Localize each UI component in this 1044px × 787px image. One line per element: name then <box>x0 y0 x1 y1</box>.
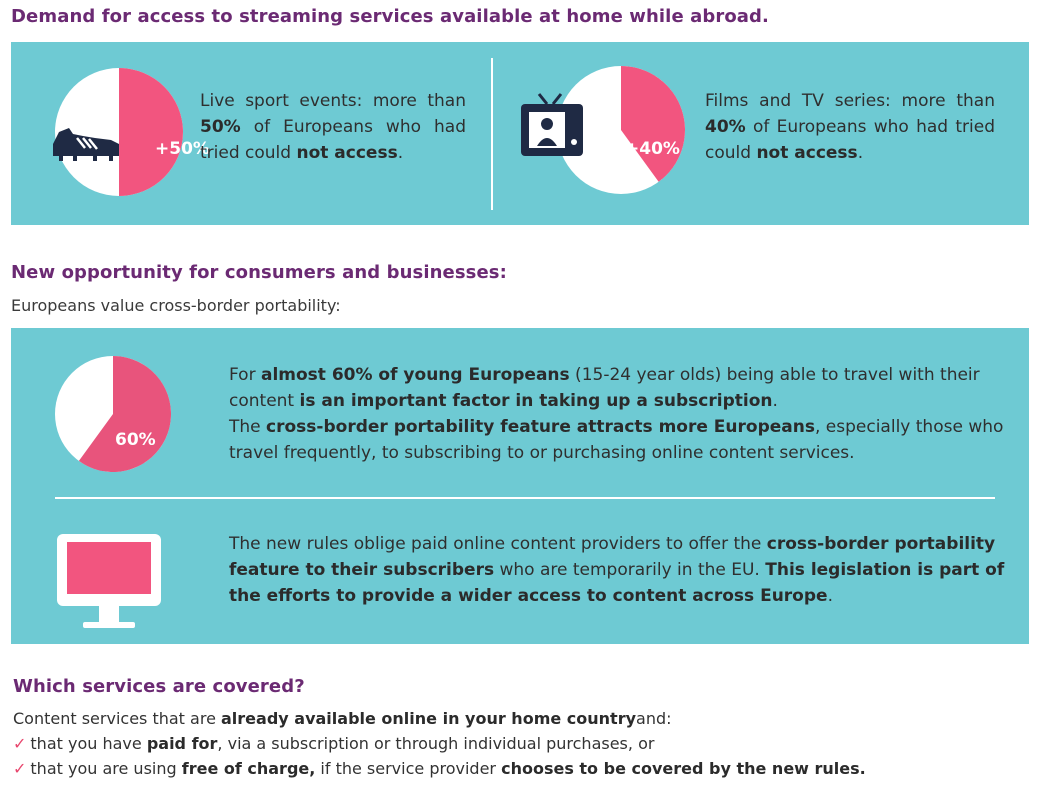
rules-text: The new rules oblige paid online content… <box>229 534 1005 606</box>
list-item: ✓ that you are using free of charge, if t… <box>13 759 866 778</box>
opportunity-panel: 60% For almost 60% of young Europeans (1… <box>11 328 1029 644</box>
films-badge: +40% <box>625 139 680 159</box>
section-subtitle: Europeans value cross-border portability… <box>11 296 341 315</box>
horizontal-divider <box>55 497 995 499</box>
check-icon: ✓ <box>13 734 27 753</box>
demand-panel: +50% Live sport events: more than 50% of… <box>11 42 1029 225</box>
films-highlight-slice <box>621 66 685 182</box>
sport-badge: +50% <box>155 139 210 159</box>
films-pie-chart: +40% <box>521 66 685 194</box>
list-item: ✓ that you have paid for, via a subscript… <box>13 734 655 753</box>
vertical-divider <box>491 58 493 210</box>
sport-highlight-slice <box>119 68 183 196</box>
young-pie-chart: 60% <box>55 356 171 472</box>
services-intro: Content services that are already availa… <box>13 709 672 728</box>
sport-text: Live sport events: more than 50% of Euro… <box>200 91 466 163</box>
films-text: Films and TV series: more than 40% of Eu… <box>705 91 995 163</box>
section-title-opportunity: New opportunity for consumers and busine… <box>11 262 507 283</box>
section-title-demand: Demand for access to streaming services … <box>11 6 769 27</box>
sport-pie-chart: +50% <box>53 68 210 196</box>
check-icon: ✓ <box>13 759 27 778</box>
monitor-icon <box>57 534 161 628</box>
young-highlight-slice <box>78 356 171 472</box>
young-text: For almost 60% of young Europeans (15-24… <box>229 365 1004 463</box>
television-icon <box>521 93 583 156</box>
football-boot-icon <box>53 128 119 161</box>
young-badge: 60% <box>115 430 156 450</box>
section-title-services: Which services are covered? <box>13 676 305 697</box>
